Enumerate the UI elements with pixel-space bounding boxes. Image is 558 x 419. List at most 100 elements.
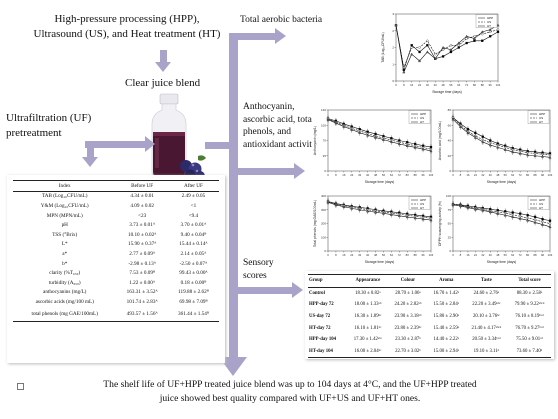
sensory-cell-total: 76.70 ± 9.27ᵇᶜᵈ xyxy=(515,325,544,331)
chart-point xyxy=(342,205,346,208)
chart-point xyxy=(394,23,398,27)
anthocyanin-label-line-3: phenols, and xyxy=(243,127,292,137)
chart-y-tick-label: 300 xyxy=(321,208,326,212)
chart-phenols: 0 100 200 300 400 0 8 16 24 32 40 48 56 64 72 80 88 96 104… xyxy=(313,194,434,264)
chart-point xyxy=(466,131,470,135)
chart-point xyxy=(451,117,455,121)
chart-point xyxy=(425,50,429,54)
uf-table-row: total phenols (mg GAE/100mL) 493.57 ± 1.5… xyxy=(13,306,219,322)
uf-col-index: Index xyxy=(13,180,117,192)
chart-x-tick-label: 104 xyxy=(496,83,501,87)
chart-legend-label: HPP xyxy=(420,112,426,116)
chart-point xyxy=(441,45,445,49)
chart-legend-label: US xyxy=(539,116,543,120)
chart-y-tick-label: 100 xyxy=(446,194,451,198)
uf-cell-index: L* xyxy=(61,241,68,248)
chart-x-tick-label: 88 xyxy=(481,83,485,87)
uf-cell-index: total phenols (mg GAE/100mL) xyxy=(13,306,117,322)
chart-series-line xyxy=(327,201,432,219)
chart-series-line xyxy=(327,201,432,218)
arrow-down-title-head xyxy=(155,62,171,72)
sensory-cell-aroma: 15.80 ± 2.90ᵃ xyxy=(433,314,460,320)
arrow-branch-anthocyanin-head xyxy=(294,163,305,179)
chart-point xyxy=(366,209,370,213)
chart-point xyxy=(350,128,354,131)
chart-x-tick-label: 96 xyxy=(422,173,426,177)
chart-point xyxy=(465,41,468,45)
chart-x-tick-label: 72 xyxy=(519,173,523,177)
sensory-cell-total: 73.60 ± 7.40ᵈ xyxy=(507,345,551,359)
chart-point xyxy=(465,34,469,38)
chart-point xyxy=(350,206,354,210)
chart-series-line xyxy=(452,203,551,224)
chart-series-line xyxy=(395,25,499,70)
sensory-cell-group: HPP-day 72 xyxy=(309,302,334,308)
uf-cell-before: 4.09 ± 0.02 xyxy=(130,202,154,209)
sensory-table-row: Control 18.30 ± 0.82ᵃ 28.70 ± 1.06ᵃ 16.70 ±… xyxy=(308,287,551,299)
chart-y-tick-label: 200 xyxy=(321,222,326,226)
chart-point xyxy=(421,217,425,221)
chart-point xyxy=(481,140,485,144)
sensory-cell-total: 76.10 ± 8.19ᵇᶜᵈ xyxy=(515,314,544,320)
chart-y-tick-label: 25 xyxy=(448,235,452,239)
uf-cell-before: 10.10 ± 0.02ᴬ xyxy=(127,231,157,238)
chart-point xyxy=(465,37,468,40)
chart-point xyxy=(548,155,552,159)
chart-x-tick-label: 88 xyxy=(534,173,538,177)
sensory-label-line-1: Sensory xyxy=(243,258,274,268)
sensory-cell-group: HT-day 104 xyxy=(308,345,348,359)
sensory-cell-aroma: 14.40 ± 2.22ᵃ xyxy=(433,337,460,343)
uf-cell-index: anthocyanins (mg/L) xyxy=(43,289,87,296)
uf-cell-index: b* xyxy=(62,260,68,267)
chart-x-tick-label: 48 xyxy=(442,83,446,87)
chart-y-tick-label: 75 xyxy=(448,208,452,212)
chart-series-line xyxy=(327,118,432,148)
chart-y-tick-label: 20 xyxy=(448,154,452,158)
chart-point xyxy=(503,148,507,151)
chart-y-tick-label: 400 xyxy=(321,194,326,198)
chart-point xyxy=(451,203,455,206)
sensory-cell-total: 79.90 ± 9.22ᵃᵇᶜᵈ xyxy=(514,302,545,308)
chart-point xyxy=(488,28,492,31)
processes-title-line-1: High-pressure processing (HPP), xyxy=(54,13,200,25)
chart-x-tick-label: 0 xyxy=(452,173,454,177)
uf-cell-before: 15.90 ± 0.37ᴬ xyxy=(127,241,157,248)
chart-point xyxy=(511,215,515,219)
sensory-table-header-row: Group Appearance Colour Aroma Taste Tota… xyxy=(308,274,551,288)
chart-x-tick-label: 64 xyxy=(511,173,515,177)
anthocyanin-label-line-1: Anthocyanin, xyxy=(243,102,295,112)
chart-x-tick-label: 88 xyxy=(414,253,418,257)
chart-point xyxy=(449,44,453,47)
tab-label: Total aerobic bacteria xyxy=(240,15,323,25)
chart-y-tick-label: 60 xyxy=(448,123,452,127)
chart-x-tick-label: 24 xyxy=(418,83,422,87)
chart-y-tick-label: 80 xyxy=(448,108,452,112)
sensory-col-appearance: Appearance xyxy=(347,274,389,288)
chart-series-line xyxy=(452,118,551,158)
chart-x-tick-label: 32 xyxy=(481,173,485,177)
uf-table: Index Before UF After UF TAB (Log₁₀CFU/m… xyxy=(13,180,219,322)
uf-cell-after: 0.18 ± 0.00ᴮ xyxy=(180,279,207,286)
chart-point xyxy=(481,39,484,42)
chart-x-tick-label: 64 xyxy=(390,173,394,177)
chart-x-tick-label: 96 xyxy=(541,173,545,177)
chart-x-tick-label: 0 xyxy=(327,253,329,257)
chart-tab-panel: 0 1 2 2 3 0 8 16 24 32 40 48 56 64 72 80 88 96 104 Storage … xyxy=(380,6,502,95)
chart-point xyxy=(418,50,421,54)
chart-y-tick-label: 0 xyxy=(324,169,326,173)
uf-cell-after: 99.43 ± 0.00ᴬ xyxy=(179,270,208,277)
chart-legend-label: US xyxy=(487,20,491,24)
sensory-label: Sensory scores xyxy=(243,257,274,282)
chart-point xyxy=(429,149,433,153)
chart-legend-label: US xyxy=(420,202,424,206)
chart-x-tick-label: 56 xyxy=(504,173,508,177)
uf-table-row: a* 2.77 ± 0.09ᴬ 2.14 ± 0.05ᴬ xyxy=(13,249,219,259)
uf-table-row: turbidity (A₆₅₀) 1.22 ± 0.00ᴬ 0.18 ± 0.00ᴮ xyxy=(13,278,219,288)
chart-point xyxy=(459,204,462,208)
chart-tab: 0 1 2 2 3 0 8 16 24 32 40 48 56 64 72 80 88 96 104 Storage … xyxy=(381,12,501,94)
chart-y-tick-label: 2 xyxy=(392,29,394,33)
sensory-table: Group Appearance Colour Aroma Taste Tota… xyxy=(308,274,551,359)
footer-line-1: The shelf life of UF+HPP treated juice b… xyxy=(103,379,477,390)
chart-point xyxy=(441,55,445,58)
sensory-cell-aroma: 16.70 ± 1.42ᵃ xyxy=(433,290,460,296)
